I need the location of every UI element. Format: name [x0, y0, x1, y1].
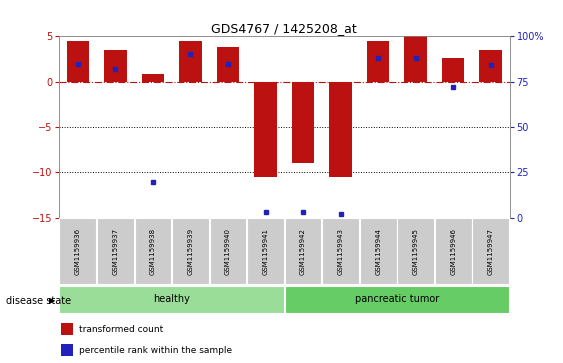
Text: GSM1159938: GSM1159938 — [150, 228, 156, 275]
Bar — [66, 41, 89, 82]
Text: GSM1159944: GSM1159944 — [375, 228, 381, 275]
Bar — [404, 36, 427, 82]
Bar — [142, 74, 164, 82]
Bar — [480, 50, 502, 82]
Bar — [61, 323, 73, 335]
Text: GSM1159945: GSM1159945 — [413, 228, 419, 275]
Bar — [367, 41, 390, 82]
Bar — [179, 41, 202, 82]
Bar — [60, 219, 96, 284]
Bar — [97, 219, 134, 284]
Text: GSM1159939: GSM1159939 — [187, 228, 194, 275]
Bar — [135, 219, 171, 284]
Text: GSM1159940: GSM1159940 — [225, 228, 231, 275]
Bar — [472, 219, 509, 284]
Bar — [60, 286, 284, 313]
Text: percentile rank within the sample: percentile rank within the sample — [79, 346, 233, 355]
Text: pancreatic tumor: pancreatic tumor — [355, 294, 439, 304]
Bar — [329, 82, 352, 177]
Text: GSM1159942: GSM1159942 — [300, 228, 306, 275]
Text: GSM1159946: GSM1159946 — [450, 228, 456, 275]
Text: GSM1159943: GSM1159943 — [338, 228, 343, 275]
Bar — [285, 286, 509, 313]
Text: GSM1159937: GSM1159937 — [113, 228, 118, 275]
Bar — [209, 219, 247, 284]
Bar — [435, 219, 472, 284]
Bar — [104, 50, 127, 82]
Text: GSM1159936: GSM1159936 — [75, 228, 81, 275]
Text: GSM1159947: GSM1159947 — [488, 228, 494, 275]
Bar — [285, 219, 321, 284]
Bar — [360, 219, 396, 284]
Bar — [292, 82, 314, 163]
Text: healthy: healthy — [153, 294, 190, 304]
Text: disease state: disease state — [6, 295, 71, 306]
Bar — [172, 219, 209, 284]
Text: GSM1159941: GSM1159941 — [262, 228, 269, 275]
Bar — [217, 47, 239, 82]
Title: GDS4767 / 1425208_at: GDS4767 / 1425208_at — [212, 22, 357, 35]
Bar — [61, 344, 73, 356]
Bar — [254, 82, 277, 177]
Text: transformed count: transformed count — [79, 325, 163, 334]
Bar — [247, 219, 284, 284]
Bar — [322, 219, 359, 284]
Text: ▶: ▶ — [48, 296, 55, 305]
Bar — [397, 219, 434, 284]
Bar — [442, 58, 464, 82]
